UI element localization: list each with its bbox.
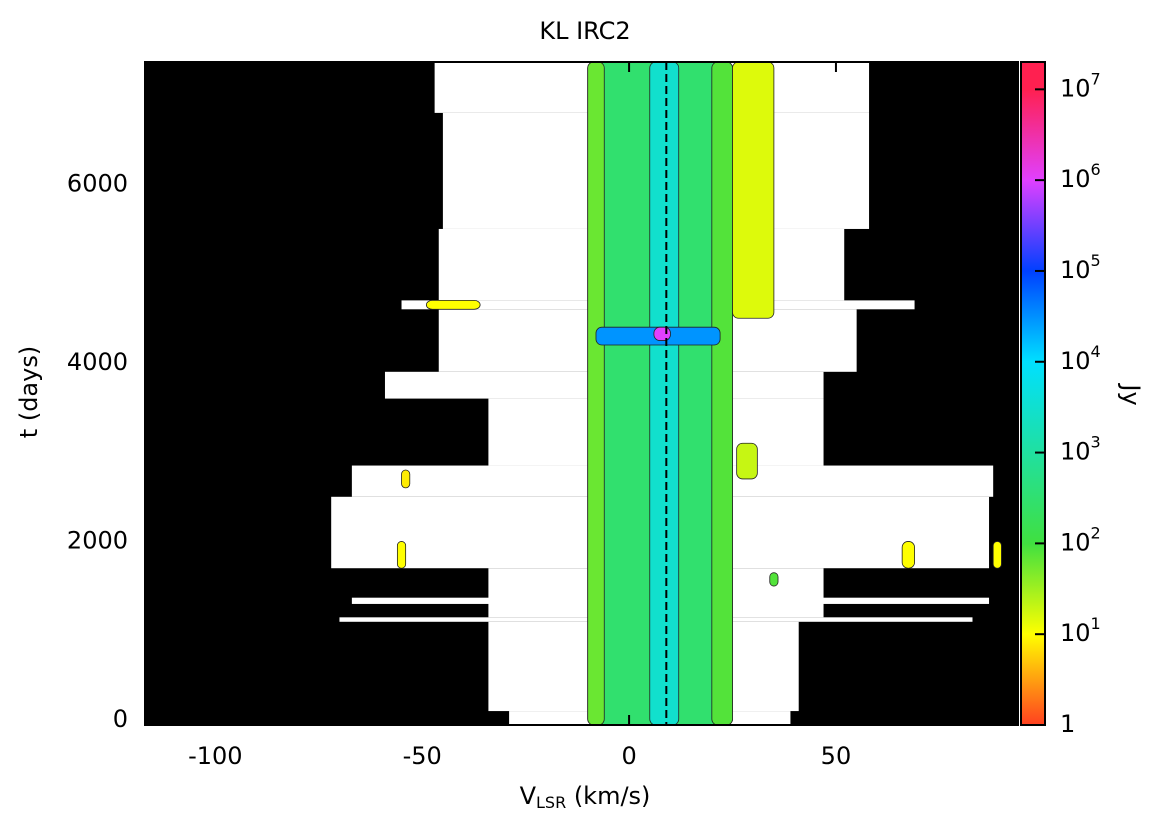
y-axis-label: t (days): [15, 346, 43, 438]
tick-exponent: 1: [1091, 614, 1101, 633]
colorbar-tick-label: 105: [1060, 250, 1101, 284]
tick-exponent: 2: [1091, 523, 1101, 542]
tick-base: 10: [1060, 438, 1091, 466]
x-label-main: V: [520, 782, 537, 810]
x-tick-label: 0: [621, 742, 636, 770]
tick-base: 10: [1060, 165, 1091, 193]
tick-exponent: 6: [1091, 160, 1101, 179]
colorbar: [1020, 61, 1046, 726]
emission-feature: [901, 541, 915, 569]
colorbar-tick-label: 104: [1060, 341, 1101, 375]
tick-exponent: 5: [1091, 250, 1101, 269]
emission-feature: [649, 61, 680, 726]
emission-feature: [587, 61, 605, 726]
x-tick-label: 50: [821, 742, 852, 770]
tick-base: 10: [1060, 256, 1091, 284]
colorbar-label: Jy: [1117, 382, 1145, 405]
tick-base: 10: [1060, 619, 1091, 647]
emission-feature: [401, 469, 411, 489]
emission-feature: [736, 442, 758, 480]
x-tick-label: -50: [403, 742, 442, 770]
chart-title: KL IRC2: [539, 17, 630, 45]
x-label-sub: LSR: [536, 793, 566, 812]
emission-feature: [653, 326, 671, 341]
colorbar-tick-label: 101: [1060, 614, 1101, 648]
y-tick-label: 2000: [67, 526, 128, 554]
colorbar-tick-label: 1: [1060, 710, 1075, 738]
tick-base: 10: [1060, 347, 1091, 375]
x-tick-label: -100: [188, 742, 242, 770]
tick-base: 10: [1060, 74, 1091, 102]
colorbar-tick-label: 107: [1060, 69, 1101, 103]
x-axis-label: VLSR (km/s): [520, 782, 651, 812]
y-tick-label: 6000: [67, 169, 128, 197]
tick-exponent: 3: [1091, 432, 1101, 451]
emission-feature: [396, 541, 407, 569]
emission-feature: [769, 572, 779, 587]
colorbar-tick-label: 106: [1060, 160, 1101, 194]
emission-feature: [425, 299, 481, 310]
emission-feature: [732, 61, 775, 319]
plot-frame: [144, 61, 1019, 726]
tick-exponent: 4: [1091, 341, 1101, 360]
y-tick-label: 4000: [67, 348, 128, 376]
emission-feature: [711, 61, 733, 726]
colorbar-tick-label: 103: [1060, 432, 1101, 466]
x-label-unit: (km/s): [566, 782, 650, 810]
tick-exponent: 7: [1091, 69, 1101, 88]
colorbar-tick-label: 102: [1060, 523, 1101, 557]
emission-feature: [992, 541, 1002, 569]
y-tick-label: 0: [113, 705, 128, 733]
tick-base: 10: [1060, 528, 1091, 556]
